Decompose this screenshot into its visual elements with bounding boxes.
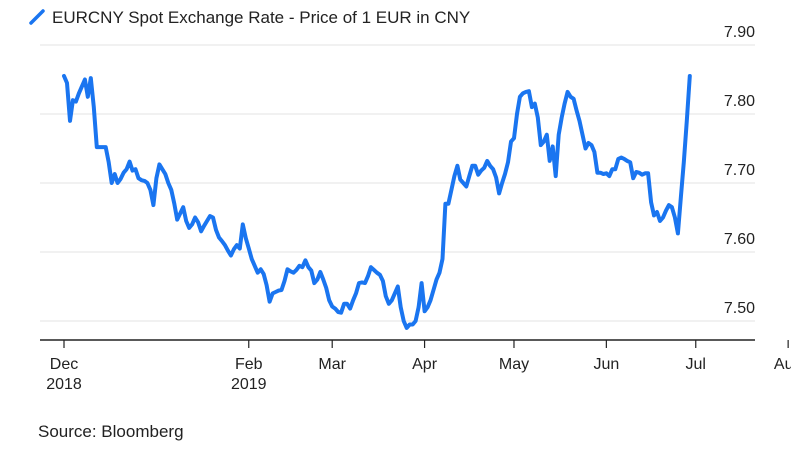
- x-tick-label: Mar: [318, 356, 346, 373]
- y-tick-label: 7.50: [724, 300, 755, 317]
- y-tick-label: 7.60: [724, 231, 755, 248]
- y-tick-label: 7.70: [724, 162, 755, 179]
- x-tick-label: Jul: [686, 356, 706, 373]
- y-axis-ticks: 7.90 7.80 7.70 7.60 7.50: [724, 24, 755, 317]
- x-tick-label: Dec: [50, 356, 78, 373]
- y-tick-label: 7.80: [724, 93, 755, 110]
- y-gridlines: [40, 44, 755, 322]
- x-tick-label: Jun: [593, 356, 619, 373]
- y-tick-label: 7.90: [724, 24, 755, 41]
- eurcny-series-line: [62, 74, 692, 330]
- legend-swatch: [29, 9, 45, 25]
- x-tick-label: Feb: [235, 356, 263, 373]
- x-tick-year-label: 2019: [231, 376, 267, 393]
- legend-label: EURCNY Spot Exchange Rate - Price of 1 E…: [52, 8, 470, 27]
- source-note: Source: Bloomberg: [38, 422, 184, 441]
- x-tick-label: Apr: [412, 356, 438, 373]
- x-tick-label: Aug: [774, 356, 791, 373]
- x-axis-ticks: Dec 2018 Feb 2019 Mar Apr May Jun Jul Aug: [46, 340, 791, 393]
- x-tick-label: May: [499, 356, 529, 373]
- chart-legend: EURCNY Spot Exchange Rate - Price of 1 E…: [29, 8, 470, 27]
- x-tick-year-label: 2018: [46, 376, 82, 393]
